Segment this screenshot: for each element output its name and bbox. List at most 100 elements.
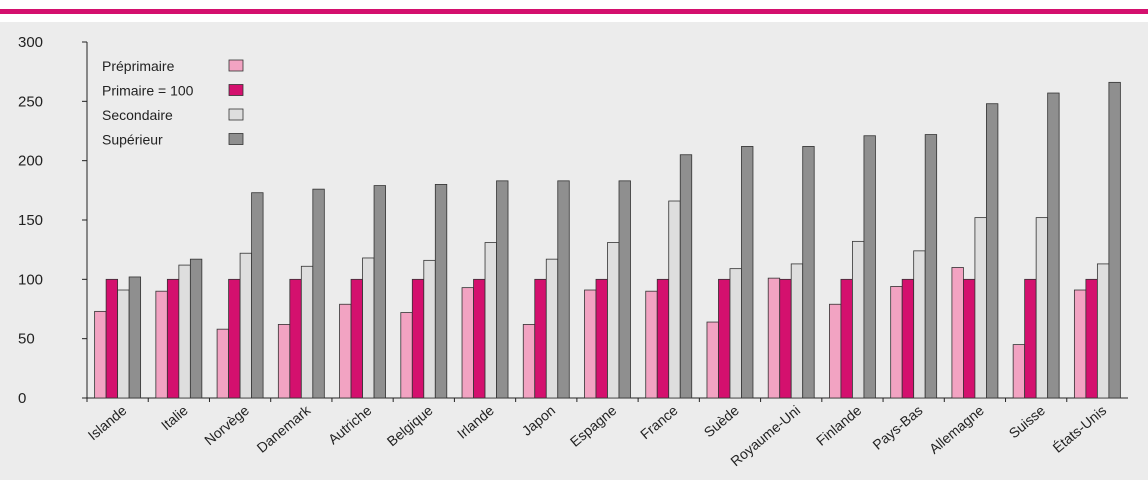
top-accent-rule — [0, 9, 1148, 14]
bar — [656, 278, 670, 399]
y-tick-label: 150 — [18, 212, 43, 229]
bar — [557, 180, 570, 399]
bar — [718, 278, 731, 399]
bar — [216, 328, 229, 399]
x-tick-label: Italie — [158, 402, 191, 433]
bar — [228, 278, 241, 399]
bar — [1035, 217, 1049, 399]
x-tick-label: Norvège — [201, 402, 252, 448]
bar — [679, 154, 693, 399]
y-tick-label: 0 — [18, 390, 26, 407]
bar — [373, 185, 386, 399]
bar — [913, 250, 926, 399]
bar — [741, 146, 754, 399]
bar — [423, 259, 436, 399]
bar — [645, 290, 658, 399]
bar — [607, 242, 620, 399]
bar — [779, 278, 792, 399]
bar — [951, 267, 964, 399]
bar — [595, 278, 608, 399]
bar — [94, 310, 107, 399]
bar — [484, 242, 497, 399]
bar — [128, 276, 142, 399]
bar — [1096, 263, 1110, 399]
bar — [1024, 278, 1037, 399]
x-tick-label: France — [637, 402, 681, 442]
bar — [400, 312, 413, 399]
bar — [522, 324, 536, 399]
legend-label: Primaire = 100 — [102, 83, 194, 99]
bar — [974, 217, 987, 399]
bar — [105, 278, 119, 399]
legend-swatch — [228, 84, 244, 96]
bar — [802, 146, 815, 399]
x-tick-label: Autriche — [325, 402, 375, 447]
legend-swatch — [228, 59, 244, 72]
bar — [901, 278, 915, 399]
bar — [1047, 92, 1060, 399]
x-tick-label: États-Unis — [1050, 402, 1110, 456]
y-tick-label: 200 — [18, 153, 43, 170]
x-tick-label: Pays-Bas — [869, 402, 925, 453]
bar — [618, 180, 631, 399]
chart-panel — [0, 22, 1148, 480]
bar — [706, 321, 719, 399]
bar — [840, 278, 853, 399]
bar — [473, 278, 486, 399]
bar — [534, 278, 547, 399]
bar — [924, 134, 938, 399]
legend-label: Secondaire — [102, 107, 173, 123]
x-tick-label: Finlande — [813, 402, 865, 449]
bar — [1073, 289, 1087, 399]
y-tick-label: 50 — [18, 331, 35, 348]
bar — [461, 287, 474, 399]
bar — [584, 289, 597, 399]
x-tick-label: Espagne — [567, 402, 620, 450]
bar — [277, 324, 291, 399]
bar — [289, 278, 302, 399]
bar — [986, 103, 999, 399]
y-tick-label: 250 — [18, 93, 43, 110]
bar — [1108, 81, 1121, 399]
bar — [890, 286, 903, 399]
bar — [362, 257, 375, 399]
y-tick-label: 300 — [18, 34, 43, 51]
bar — [852, 240, 865, 399]
bar — [729, 268, 742, 399]
bar — [790, 263, 804, 399]
bar — [411, 278, 425, 399]
legend-label: Préprimaire — [102, 58, 175, 74]
bar — [178, 264, 191, 399]
bar — [312, 188, 325, 399]
bar — [189, 258, 203, 399]
bar — [1085, 278, 1098, 399]
x-tick-label: Islande — [85, 402, 130, 443]
bar — [767, 277, 781, 399]
bar — [496, 180, 509, 399]
bar — [339, 303, 352, 399]
bar — [829, 303, 842, 399]
x-tick-label: Allemagne — [926, 402, 987, 457]
x-tick-label: Suisse — [1006, 402, 1049, 441]
bar — [350, 278, 363, 399]
bar — [239, 252, 252, 399]
legend-swatch — [228, 108, 244, 121]
x-tick-label: Suède — [701, 402, 742, 440]
bar — [300, 265, 314, 399]
x-tick-label: Belgique — [384, 402, 436, 449]
bar — [434, 183, 448, 399]
bar — [545, 258, 559, 399]
bar — [155, 290, 168, 399]
bar — [863, 135, 876, 399]
bar — [117, 289, 130, 399]
x-tick-label: Japon — [519, 402, 559, 439]
bar — [166, 278, 180, 399]
legend-swatch — [228, 133, 244, 145]
x-tick-label: Danemark — [253, 401, 314, 455]
x-tick-label: Irlande — [454, 402, 497, 442]
bar — [963, 278, 976, 399]
legend-label: Supérieur — [102, 132, 163, 148]
bar — [251, 192, 264, 399]
